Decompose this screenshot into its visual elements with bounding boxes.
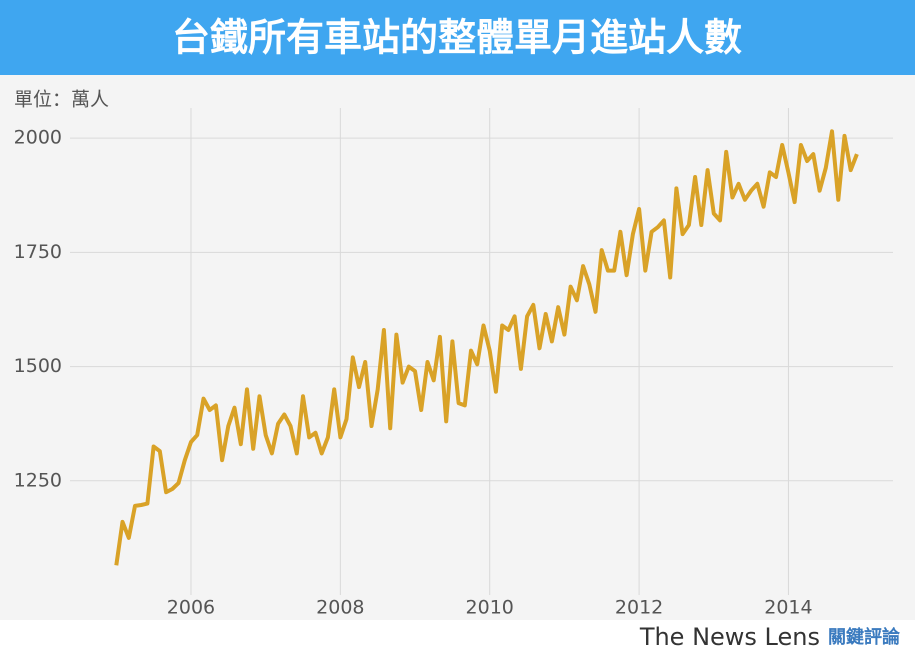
brand-cn: 關鍵評論 [828,626,901,648]
unit-label: 單位：萬人 [14,89,109,111]
y-tick-label: 2000 [14,127,62,149]
brand: The News Lens [639,623,820,651]
y-tick-label: 1750 [14,241,62,263]
x-tick-label: 2014 [764,597,812,619]
title-banner [0,0,915,75]
chart-title: 台鐵所有車站的整體單月進站人數 [172,16,742,60]
plot-background [0,75,915,620]
x-tick-label: 2010 [466,597,514,619]
y-tick-label: 1250 [14,469,62,491]
x-tick-label: 2012 [615,597,663,619]
x-tick-label: 2006 [167,597,215,619]
y-tick-label: 1500 [14,355,62,377]
x-tick-label: 2008 [316,597,364,619]
data-line [114,129,859,566]
